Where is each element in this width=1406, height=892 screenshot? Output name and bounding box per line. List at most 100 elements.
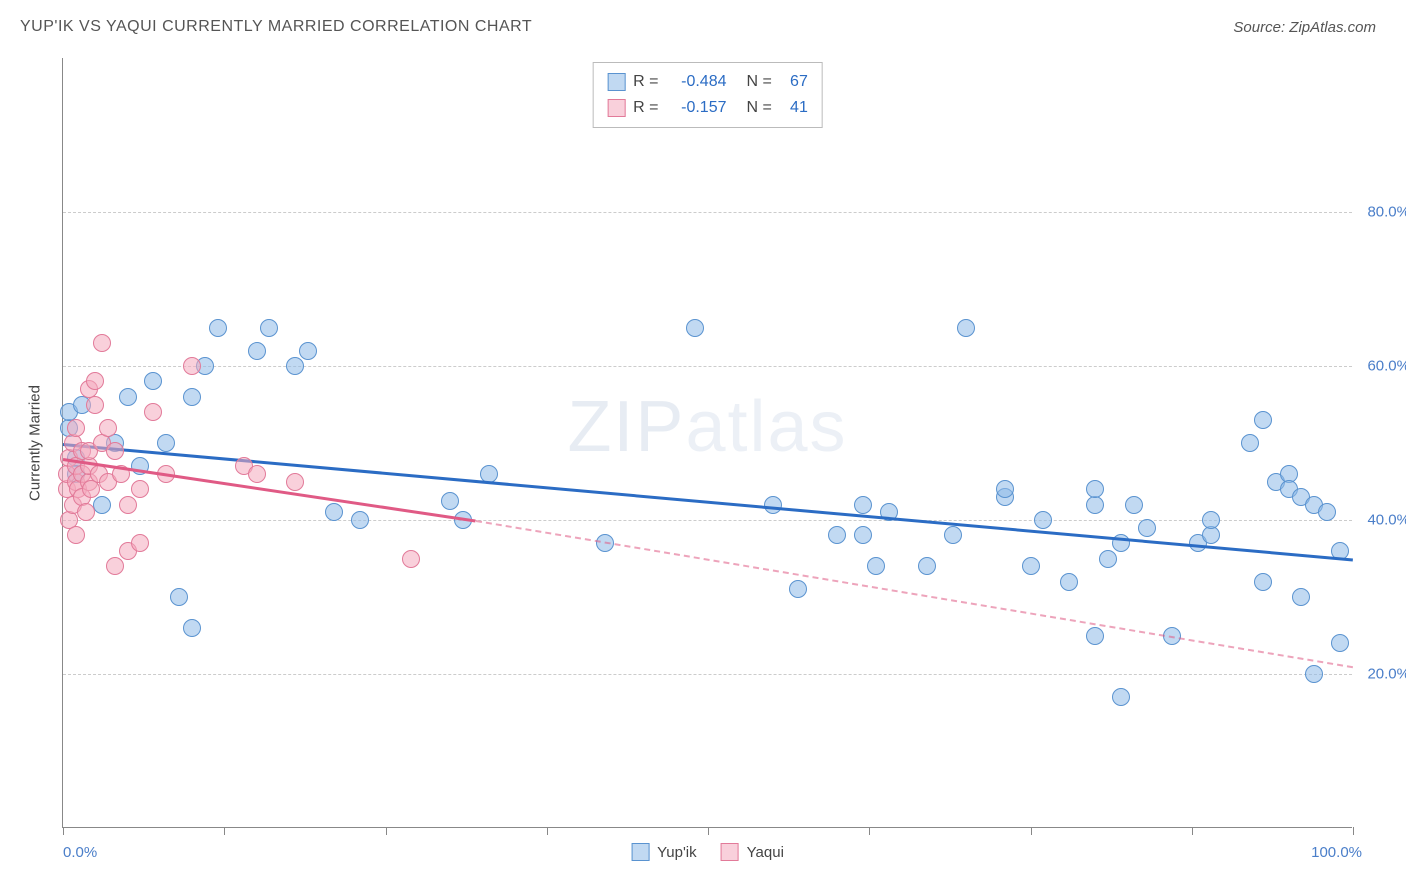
data-point bbox=[67, 419, 85, 437]
data-point bbox=[183, 357, 201, 375]
x-tick bbox=[386, 827, 387, 835]
chart-container: Currently Married ZIPatlas 20.0%40.0%60.… bbox=[20, 50, 1390, 840]
data-point bbox=[828, 526, 846, 544]
data-point bbox=[1202, 526, 1220, 544]
data-point bbox=[1292, 588, 1310, 606]
data-point bbox=[131, 480, 149, 498]
data-point bbox=[170, 588, 188, 606]
x-min-label: 0.0% bbox=[63, 844, 97, 861]
data-point bbox=[119, 496, 137, 514]
legend-item: Yup'ik bbox=[631, 843, 697, 861]
legend-swatch bbox=[721, 843, 739, 861]
data-point bbox=[351, 511, 369, 529]
legend-row: R =-0.484N =67 bbox=[607, 69, 808, 95]
data-point bbox=[944, 526, 962, 544]
x-tick bbox=[547, 827, 548, 835]
data-point bbox=[1331, 634, 1349, 652]
legend-item: Yaqui bbox=[721, 843, 784, 861]
data-point bbox=[106, 557, 124, 575]
legend-swatch bbox=[607, 73, 625, 91]
data-point bbox=[854, 496, 872, 514]
trend-line bbox=[63, 443, 1353, 561]
x-tick bbox=[1353, 827, 1354, 835]
data-point bbox=[1060, 573, 1078, 591]
x-tick bbox=[708, 827, 709, 835]
data-point bbox=[86, 396, 104, 414]
x-tick bbox=[63, 827, 64, 835]
data-point bbox=[1112, 688, 1130, 706]
data-point bbox=[441, 492, 459, 510]
data-point bbox=[1318, 503, 1336, 521]
y-tick-label: 40.0% bbox=[1367, 512, 1406, 529]
y-tick-label: 60.0% bbox=[1367, 358, 1406, 375]
data-point bbox=[1254, 573, 1272, 591]
data-point bbox=[77, 503, 95, 521]
data-point bbox=[183, 388, 201, 406]
data-point bbox=[1138, 519, 1156, 537]
x-tick bbox=[869, 827, 870, 835]
data-point bbox=[99, 419, 117, 437]
data-point bbox=[248, 342, 266, 360]
data-point bbox=[1305, 665, 1323, 683]
data-point bbox=[1202, 511, 1220, 529]
data-point bbox=[686, 319, 704, 337]
data-point bbox=[1254, 411, 1272, 429]
correlation-legend: R =-0.484N =67R =-0.157N =41 bbox=[592, 62, 823, 128]
data-point bbox=[402, 550, 420, 568]
gridline bbox=[63, 520, 1352, 521]
data-point bbox=[789, 580, 807, 598]
data-point bbox=[325, 503, 343, 521]
data-point bbox=[86, 372, 104, 390]
data-point bbox=[82, 480, 100, 498]
chart-source: Source: ZipAtlas.com bbox=[1233, 19, 1376, 36]
data-point bbox=[867, 557, 885, 575]
x-tick bbox=[1031, 827, 1032, 835]
data-point bbox=[131, 534, 149, 552]
gridline bbox=[63, 212, 1352, 213]
data-point bbox=[144, 372, 162, 390]
data-point bbox=[119, 388, 137, 406]
data-point bbox=[1086, 496, 1104, 514]
data-point bbox=[93, 496, 111, 514]
data-point bbox=[996, 480, 1014, 498]
data-point bbox=[286, 357, 304, 375]
data-point bbox=[1125, 496, 1143, 514]
x-tick bbox=[1192, 827, 1193, 835]
legend-row: R =-0.157N =41 bbox=[607, 95, 808, 121]
x-tick bbox=[224, 827, 225, 835]
data-point bbox=[299, 342, 317, 360]
data-point bbox=[1022, 557, 1040, 575]
data-point bbox=[1099, 550, 1117, 568]
data-point bbox=[93, 334, 111, 352]
trend-line bbox=[476, 520, 1354, 668]
data-point bbox=[286, 473, 304, 491]
watermark: ZIPatlas bbox=[567, 386, 847, 468]
gridline bbox=[63, 674, 1352, 675]
data-point bbox=[157, 434, 175, 452]
data-point bbox=[918, 557, 936, 575]
x-max-label: 100.0% bbox=[1311, 844, 1362, 861]
data-point bbox=[1086, 480, 1104, 498]
y-tick-label: 20.0% bbox=[1367, 666, 1406, 683]
data-point bbox=[260, 319, 278, 337]
gridline bbox=[63, 366, 1352, 367]
y-tick-label: 80.0% bbox=[1367, 204, 1406, 221]
data-point bbox=[106, 442, 124, 460]
plot-area: Currently Married ZIPatlas 20.0%40.0%60.… bbox=[62, 58, 1352, 828]
series-legend: Yup'ik Yaqui bbox=[631, 843, 784, 861]
data-point bbox=[854, 526, 872, 544]
chart-header: YUP'IK VS YAQUI CURRENTLY MARRIED CORREL… bbox=[0, 0, 1406, 46]
data-point bbox=[1034, 511, 1052, 529]
data-point bbox=[764, 496, 782, 514]
data-point bbox=[183, 619, 201, 637]
legend-swatch bbox=[631, 843, 649, 861]
data-point bbox=[1241, 434, 1259, 452]
data-point bbox=[67, 526, 85, 544]
data-point bbox=[957, 319, 975, 337]
y-axis-title: Currently Married bbox=[27, 385, 44, 501]
data-point bbox=[209, 319, 227, 337]
chart-title: YUP'IK VS YAQUI CURRENTLY MARRIED CORREL… bbox=[20, 18, 532, 36]
data-point bbox=[144, 403, 162, 421]
legend-swatch bbox=[607, 99, 625, 117]
data-point bbox=[248, 465, 266, 483]
